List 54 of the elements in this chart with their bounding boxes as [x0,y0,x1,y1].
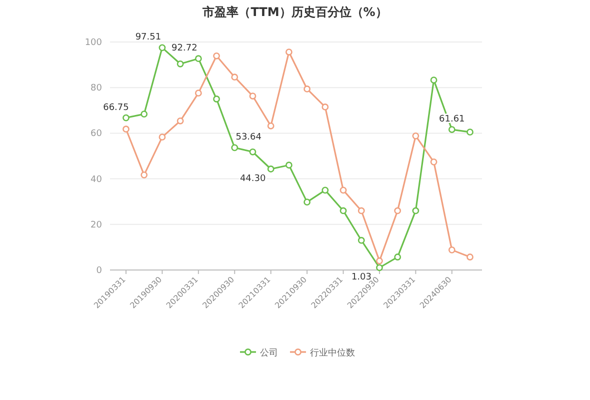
point [466,254,474,260]
point [394,254,402,260]
point [466,128,474,136]
point [430,158,438,166]
point [267,122,274,130]
point [376,257,383,264]
point [249,148,256,156]
point [322,186,329,194]
point [231,74,238,81]
point [176,117,184,124]
point [394,207,402,214]
point [304,86,311,92]
point [304,198,311,206]
y-tick-label: 20 [90,220,102,230]
point [376,264,383,272]
point [176,60,184,68]
point [231,144,238,152]
point [140,171,148,178]
point [448,246,456,254]
point [340,186,347,194]
y-tick-label: 0 [96,266,102,276]
point [285,48,292,56]
point [412,132,420,140]
data-label: 92.72 [172,44,198,54]
point [430,76,438,84]
point [358,236,365,244]
point [249,92,256,100]
y-tick-label: 60 [90,129,102,140]
y-tick-label: 40 [90,174,102,185]
chart-title: 市盈率（TTM）历史百分位（%） [202,5,388,19]
point [194,90,202,97]
point [158,134,166,141]
point [358,207,365,214]
point [158,44,166,52]
point [285,162,292,169]
point [322,104,329,110]
point [340,207,347,214]
point [448,126,456,133]
point [213,96,220,102]
point [412,207,420,214]
point [194,55,202,62]
data-label: 44.30 [240,174,266,184]
legend-label: 公司 [260,348,278,358]
y-tick-label: 100 [84,38,102,48]
data-label: 66.75 [103,102,129,113]
point [140,110,148,118]
data-label: 53.64 [236,132,262,143]
point [213,52,220,60]
y-tick-label: 80 [90,84,102,94]
legend-label: 行业中位数 [310,348,355,358]
data-label: 97.51 [135,32,162,43]
point [122,126,130,133]
point [122,114,130,122]
point [267,166,274,172]
